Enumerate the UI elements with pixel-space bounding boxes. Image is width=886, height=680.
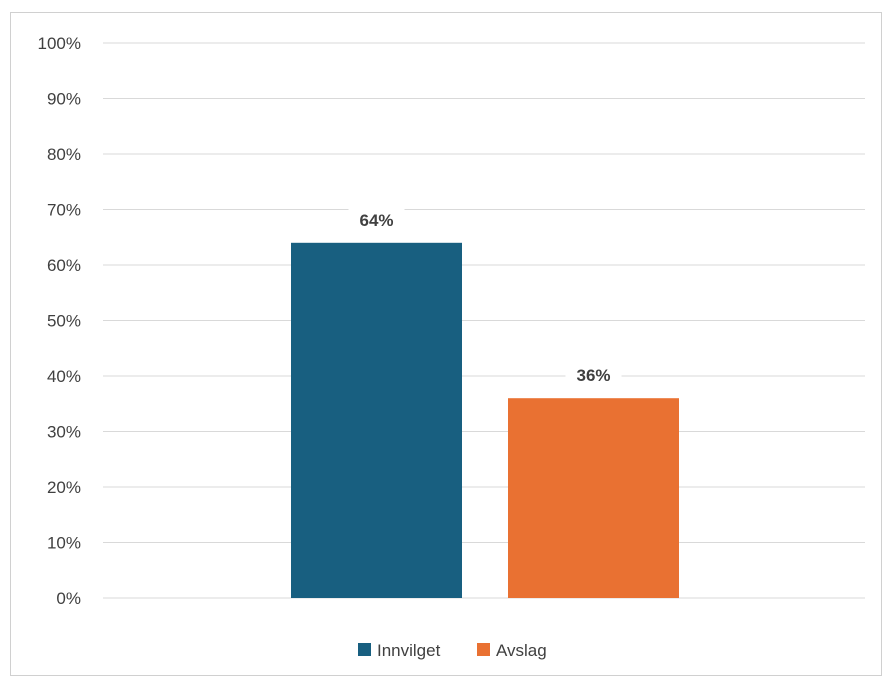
y-axis-tick-labels: 0% 10% 20% 30% 40% 50% 60% 70% 80% 90% 100% [38,34,81,608]
y-tick-label: 0% [56,589,81,608]
legend-label-avslag: Avslag [496,641,547,660]
bar-avslag [508,398,679,598]
data-labels: 64% 36% [348,207,622,390]
y-tick-label: 20% [47,478,81,497]
y-tick-label: 90% [47,90,81,109]
y-tick-label: 70% [47,201,81,220]
legend-swatch-innvilget [358,643,371,656]
legend-label-innvilget: Innvilget [377,641,441,660]
data-label-innvilget: 64% [359,211,393,230]
y-tick-label: 40% [47,367,81,386]
y-tick-label: 50% [47,312,81,331]
bars [291,242,679,599]
bar-innvilget [291,242,462,599]
data-label-background [348,207,405,234]
y-tick-label: 30% [47,423,81,442]
data-label-background [565,363,622,390]
legend: Innvilget Avslag [358,641,547,660]
y-tick-label: 80% [47,145,81,164]
gridlines [103,42,865,599]
y-tick-label: 60% [47,256,81,275]
legend-swatch-avslag [477,643,490,656]
y-tick-label: 10% [47,534,81,553]
y-tick-label: 100% [38,34,81,53]
data-label-avslag: 36% [576,366,610,385]
